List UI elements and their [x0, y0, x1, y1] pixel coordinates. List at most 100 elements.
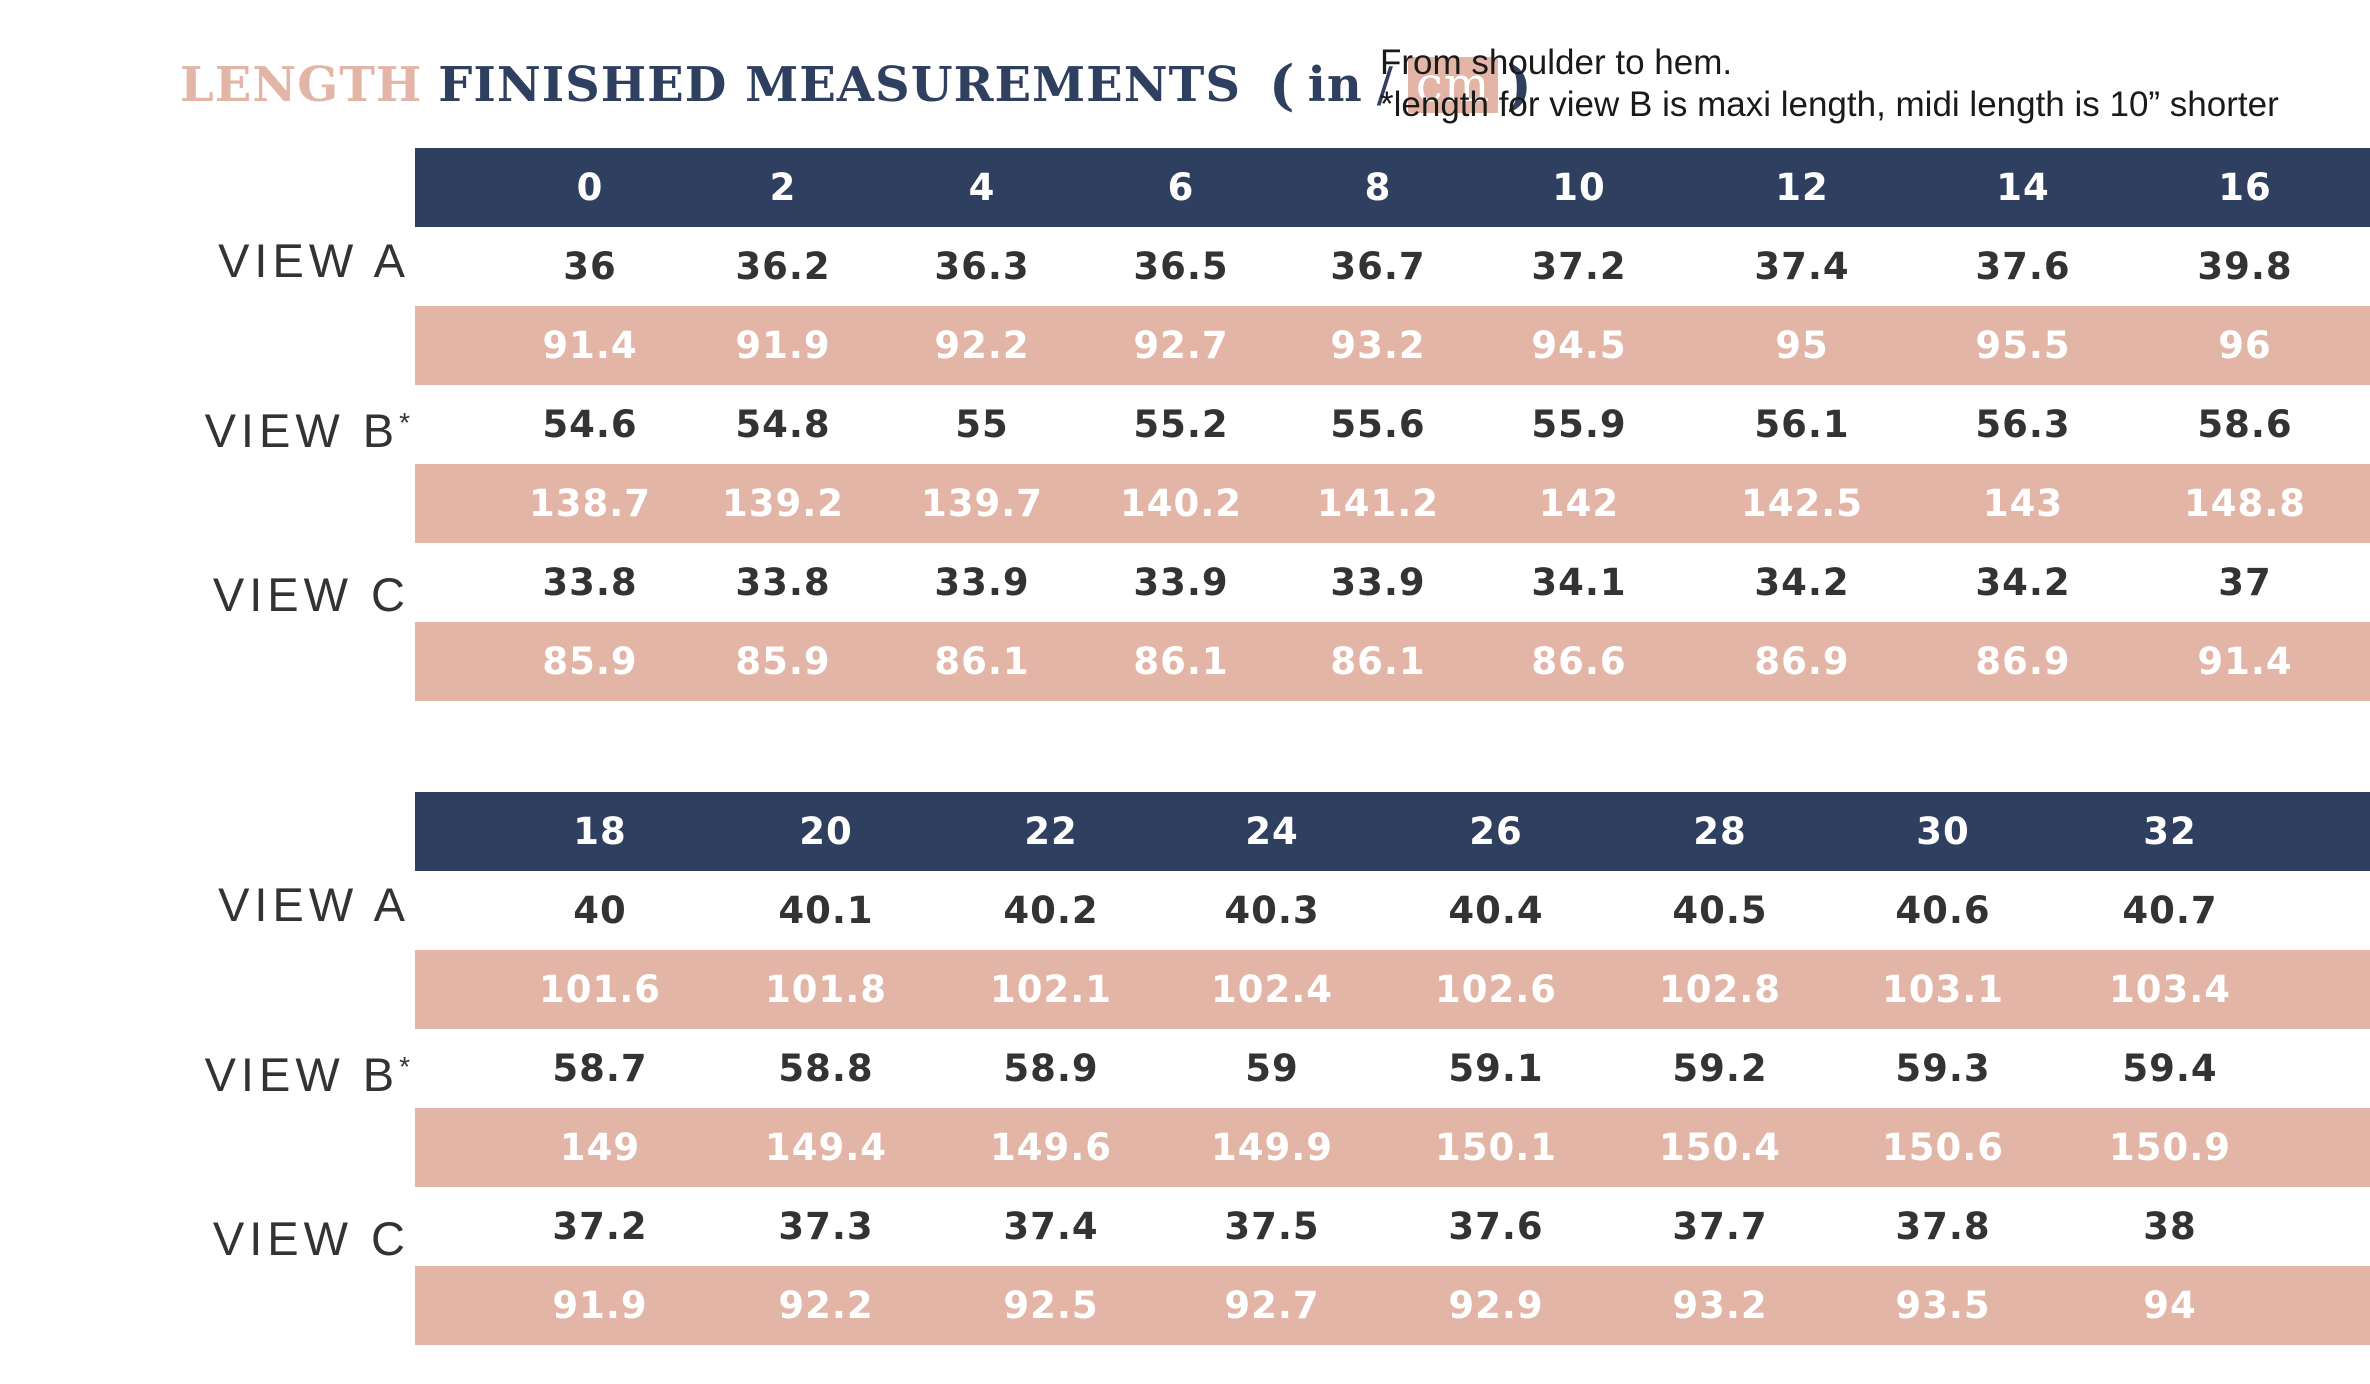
measurement-note: From shoulder to hem. *length for view B… — [1380, 42, 2279, 126]
inch-value-cell: 58.7 — [552, 1047, 648, 1090]
size-header-cell: 2 — [769, 166, 797, 209]
inch-value-cell: 37.4 — [1754, 245, 1850, 288]
inch-value-cell: 34.1 — [1531, 561, 1627, 604]
cm-value-cell: 149 — [559, 1126, 641, 1169]
cm-value-cell: 94 — [2143, 1284, 2197, 1327]
inch-value-cell: 37.7 — [1672, 1205, 1768, 1248]
cm-value-cell: 150.4 — [1658, 1126, 1782, 1169]
size-header-cell: 12 — [1775, 166, 1829, 209]
inch-value-cell: 37.4 — [1003, 1205, 1099, 1248]
note-line-2: *length for view B is maxi length, midi … — [1380, 85, 2279, 124]
inch-value-cell: 56.1 — [1754, 403, 1850, 446]
cm-value-cell: 103.1 — [1881, 968, 2005, 1011]
row-label-asterisk: * — [399, 407, 410, 438]
cm-row: 101.6 101.8 102.1 102.4 102.6 102.8 103.1 103.4 — [415, 950, 2370, 1029]
inch-value-cell: 40.2 — [1003, 889, 1099, 932]
inch-value-cell: 40.4 — [1448, 889, 1544, 932]
cm-value-cell: 91.4 — [542, 324, 638, 367]
inch-value-cell: 37.6 — [1975, 245, 2071, 288]
size-header-row: 18 20 22 24 26 28 30 32 — [415, 792, 2370, 871]
inch-value-cell: 34.2 — [1975, 561, 2071, 604]
inch-row: 36 36.2 36.3 36.5 36.7 37.2 37.4 37.6 39.8 — [415, 227, 2370, 306]
size-header-cell: 6 — [1167, 166, 1195, 209]
row-label-text: VIEW B — [204, 404, 400, 457]
size-header-cell: 28 — [1693, 810, 1747, 853]
size-table-2: 18 20 22 24 26 28 30 32 40 40.1 40.2 40.3 40.4 40.5 40… — [415, 792, 2370, 1345]
cm-value-cell: 86.9 — [1975, 640, 2071, 683]
cm-value-cell: 86.1 — [1330, 640, 1426, 683]
inch-value-cell: 54.8 — [735, 403, 831, 446]
inch-value-cell: 36 — [563, 245, 617, 288]
cm-value-cell: 143 — [1982, 482, 2064, 525]
cm-row: 91.9 92.2 92.5 92.7 92.9 93.2 93.5 94 — [415, 1266, 2370, 1345]
size-header-cell: 20 — [799, 810, 853, 853]
inch-value-cell: 39.8 — [2197, 245, 2293, 288]
cm-value-cell: 85.9 — [542, 640, 638, 683]
inch-value-cell: 40.5 — [1672, 889, 1768, 932]
cm-row: 91.4 91.9 92.2 92.7 93.2 94.5 95 95.5 96 — [415, 306, 2370, 385]
inch-value-cell: 36.5 — [1133, 245, 1229, 288]
cm-value-cell: 86.1 — [934, 640, 1030, 683]
inch-value-cell: 54.6 — [542, 403, 638, 446]
size-table-1: 0 2 4 6 8 10 12 14 16 36 36.2 36.3 36.5 36.7 37.2 37.4 3… — [415, 148, 2370, 701]
note-line-1: From shoulder to hem. — [1380, 43, 1733, 82]
cm-value-cell: 91.4 — [2197, 640, 2293, 683]
inch-value-cell: 37.6 — [1448, 1205, 1544, 1248]
title-paren-open: ( — [1269, 53, 1296, 117]
inch-value-cell: 33.9 — [934, 561, 1030, 604]
cm-value-cell: 86.6 — [1531, 640, 1627, 683]
cm-value-cell: 149.6 — [989, 1126, 1113, 1169]
inch-value-cell: 37.2 — [552, 1205, 648, 1248]
cm-value-cell: 85.9 — [735, 640, 831, 683]
cm-value-cell: 86.1 — [1133, 640, 1229, 683]
inch-value-cell: 59.1 — [1448, 1047, 1544, 1090]
cm-value-cell: 102.8 — [1658, 968, 1782, 1011]
cm-value-cell: 149.9 — [1210, 1126, 1334, 1169]
cm-value-cell: 139.7 — [920, 482, 1044, 525]
title-length-word: LENGTH — [180, 57, 423, 113]
cm-row: 149 149.4 149.6 149.9 150.1 150.4 150.6 150.9 — [415, 1108, 2370, 1187]
cm-value-cell: 102.6 — [1434, 968, 1558, 1011]
cm-value-cell: 92.2 — [934, 324, 1030, 367]
inch-value-cell: 59.4 — [2122, 1047, 2218, 1090]
size-header-cell: 18 — [573, 810, 627, 853]
row-label-text: VIEW C — [212, 1212, 410, 1265]
inch-value-cell: 55 — [955, 403, 1009, 446]
row-label: VIEW C — [213, 567, 410, 622]
inch-value-cell: 33.8 — [735, 561, 831, 604]
inch-value-cell: 55.6 — [1330, 403, 1426, 446]
cm-value-cell: 102.1 — [989, 968, 1113, 1011]
size-header-cell: 14 — [1996, 166, 2050, 209]
inch-row: 54.6 54.8 55 55.2 55.6 55.9 56.1 56.3 58.6 — [415, 385, 2370, 464]
cm-value-cell: 141.2 — [1316, 482, 1440, 525]
inch-value-cell: 36.2 — [735, 245, 831, 288]
inch-value-cell: 40.3 — [1224, 889, 1320, 932]
cm-value-cell: 95 — [1775, 324, 1829, 367]
row-label: VIEW A — [218, 877, 410, 932]
cm-value-cell: 95.5 — [1975, 324, 2071, 367]
cm-value-cell: 92.7 — [1133, 324, 1229, 367]
cm-value-cell: 150.6 — [1881, 1126, 2005, 1169]
cm-value-cell: 93.2 — [1330, 324, 1426, 367]
inch-value-cell: 37.2 — [1531, 245, 1627, 288]
inch-value-cell: 40.6 — [1895, 889, 1991, 932]
inch-value-cell: 59.2 — [1672, 1047, 1768, 1090]
row-label: VIEW B* — [205, 1047, 410, 1102]
row-label-text: VIEW C — [212, 568, 410, 621]
cm-value-cell: 92.2 — [778, 1284, 874, 1327]
cm-value-cell: 101.6 — [538, 968, 662, 1011]
cm-value-cell: 102.4 — [1210, 968, 1334, 1011]
inch-value-cell: 36.7 — [1330, 245, 1426, 288]
inch-value-cell: 56.3 — [1975, 403, 2071, 446]
row-label: VIEW B* — [205, 403, 410, 458]
inch-value-cell: 40.7 — [2122, 889, 2218, 932]
inch-value-cell: 59 — [1245, 1047, 1299, 1090]
inch-value-cell: 37.8 — [1895, 1205, 1991, 1248]
cm-row: 85.9 85.9 86.1 86.1 86.1 86.6 86.9 86.9 91.4 — [415, 622, 2370, 701]
cm-value-cell: 91.9 — [735, 324, 831, 367]
title-paren-close: ) — [1506, 53, 1533, 117]
cm-value-cell: 93.5 — [1895, 1284, 1991, 1327]
cm-value-cell: 142.5 — [1740, 482, 1864, 525]
inch-value-cell: 40.1 — [778, 889, 874, 932]
inch-value-cell: 36.3 — [934, 245, 1030, 288]
